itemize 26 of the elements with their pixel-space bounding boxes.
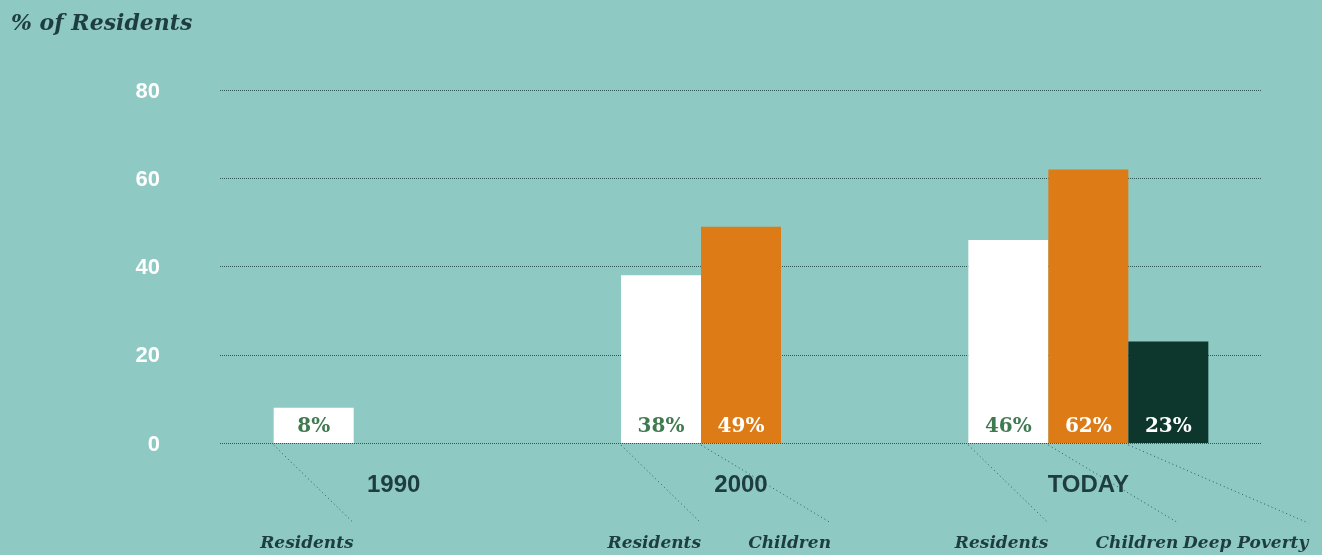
- text: Residents: [259, 531, 355, 552]
- data-label: 62%: [1064, 413, 1112, 437]
- y-axis-title: % of Residents: [11, 9, 193, 35]
- y-tick-label: 40: [135, 254, 160, 279]
- text: Children: [1095, 531, 1179, 552]
- bar: [621, 275, 701, 443]
- y-tick-label: 80: [135, 77, 160, 103]
- x-tick-label: 2000: [714, 469, 768, 497]
- text: Children: [748, 531, 831, 552]
- bar: [701, 226, 781, 443]
- data-label: 49%: [717, 413, 765, 437]
- text: Residents: [954, 531, 1049, 552]
- y-tick-label: 20: [135, 342, 160, 368]
- data-label: 8%: [297, 413, 331, 437]
- bar: [1128, 341, 1209, 443]
- y-tick-label: 0: [147, 430, 160, 456]
- data-label: 38%: [637, 413, 685, 437]
- data-label: 23%: [1144, 413, 1192, 437]
- x-tick-label: TODAY: [1047, 469, 1130, 497]
- y-tick-label: 60: [135, 165, 160, 191]
- bar: [968, 240, 1049, 443]
- bar: [1048, 169, 1129, 443]
- text: Residents: [607, 531, 701, 552]
- data-label: 46%: [984, 413, 1032, 437]
- text: Deep Poverty: [1182, 531, 1310, 552]
- x-tick-label: 1990: [366, 469, 421, 497]
